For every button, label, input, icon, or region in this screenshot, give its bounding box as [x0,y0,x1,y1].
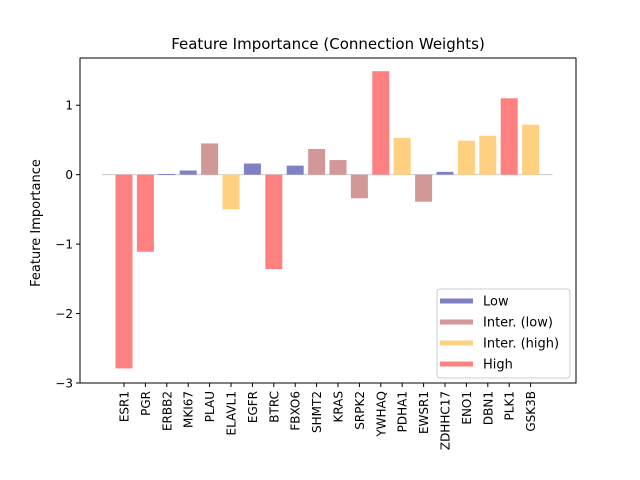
x-tick-label: ERBB2 [160,391,174,431]
bar-esr1 [115,174,133,369]
legend-swatch [440,340,473,346]
legend-label: Inter. (low) [483,316,553,331]
x-tick-label: PGR [139,391,153,416]
bar-kras [329,160,347,175]
legend: Low Inter. (low) Inter. (high) High [436,288,571,379]
bar-plk1 [500,98,518,175]
y-tick-label: −1 [55,238,73,252]
legend-label: High [483,358,513,373]
legend-label: Low [483,295,509,310]
bar-mki67 [179,170,197,175]
x-tick-label: PDHA1 [396,391,410,432]
bar-pdha1 [393,137,411,175]
x-tick-label: GSK3B [524,391,538,432]
x-tick-label: BTRC [267,391,281,423]
chart-title: Feature Importance (Connection Weights) [171,35,485,53]
bars-layer [115,71,540,369]
plot-frame [79,57,577,384]
y-tick-label: 0 [65,168,73,182]
x-tick-label: PLAU [203,391,217,422]
legend-label: Inter. (high) [483,337,559,352]
y-axis-label: Feature Importance [29,159,44,287]
x-tick-label: ENO1 [460,391,474,425]
bar-dbn1 [479,135,497,175]
bar-ywhaq [372,71,390,175]
bar-gsk3b [522,124,540,175]
x-axis: ESR1 PGR ERBB2 MKI67 PLAU ELAVL1 EGFR BTRC FBXO6… [118,383,538,450]
y-tick-label: −3 [55,377,73,391]
y-tick-label: −2 [55,307,73,321]
legend-swatch [440,319,473,325]
legend-swatch [440,361,473,367]
x-tick-label: DBN1 [481,391,495,425]
legend-frame [436,288,571,379]
x-tick-label: YWHAQ [374,391,388,438]
y-axis: −3 −2 −1 0 1 [55,99,80,391]
bar-eno1 [457,140,475,175]
bar-plau [201,143,219,175]
bar-ewsr1 [415,174,433,202]
x-tick-label: ZDHHC17 [439,391,453,450]
x-tick-label: PLK1 [503,391,517,420]
bar-fbxo6 [286,165,304,175]
bar-shmt2 [308,148,326,175]
x-tick-label: ESR1 [118,391,132,422]
bar-elavl1 [222,174,240,210]
x-tick-label: EGFR [246,391,260,423]
bar-srpk2 [350,174,368,199]
bar-btrc [265,174,283,270]
x-tick-label: MKI67 [182,391,196,428]
x-tick-label: KRAS [332,391,346,423]
bar-erbb2 [158,173,176,175]
legend-swatch [440,298,473,304]
x-tick-label: ELAVL1 [225,391,239,436]
bar-egfr [243,163,261,175]
x-tick-label: SHMT2 [310,391,324,433]
y-tick-label: 1 [65,99,73,113]
bar-pgr [136,174,154,252]
x-tick-label: EWSR1 [417,391,431,434]
x-tick-label: SRPK2 [353,391,367,430]
bar-zdhhc17 [436,171,454,175]
x-tick-label: FBXO6 [289,391,303,431]
